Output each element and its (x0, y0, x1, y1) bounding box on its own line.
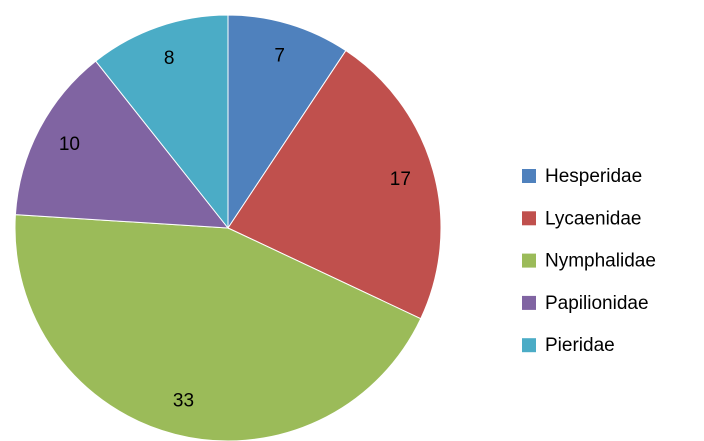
legend-swatch (522, 169, 536, 183)
legend-label: Nymphalidae (545, 251, 656, 272)
legend-label: Papilionidae (545, 293, 649, 314)
legend-label: Hesperidae (545, 166, 642, 187)
pie-slice (14, 60, 230, 229)
data-label: 8 (164, 48, 175, 69)
pie-slice (227, 14, 347, 230)
legend-label: Lycaenidae (545, 208, 641, 229)
data-label: 33 (173, 390, 194, 411)
pie-slice (94, 14, 229, 230)
legend-swatch (522, 295, 536, 310)
data-label: 17 (390, 169, 411, 190)
data-label: 7 (274, 46, 285, 67)
legend-swatch (522, 338, 536, 353)
pie-slice (14, 214, 422, 441)
data-label: 10 (59, 134, 80, 155)
legend-swatch (522, 253, 536, 268)
legend-swatch (522, 211, 536, 226)
pie-slice (227, 49, 442, 320)
legend-label: Pieridae (545, 335, 615, 356)
